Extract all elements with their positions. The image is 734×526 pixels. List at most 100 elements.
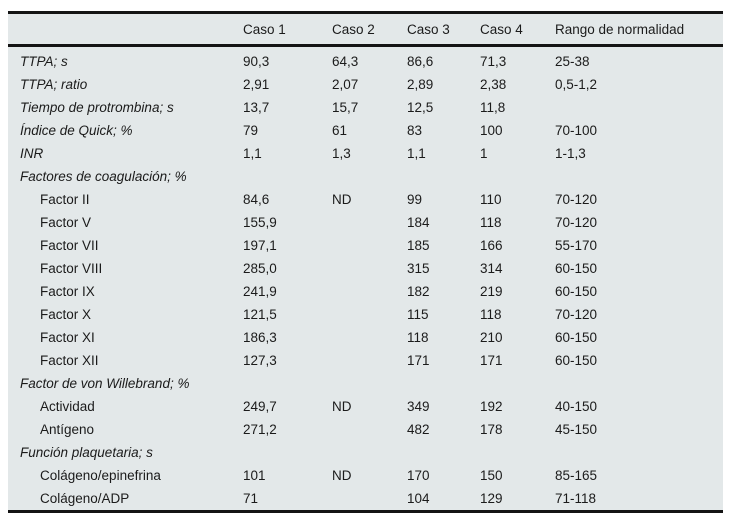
row-label: INR <box>20 146 44 161</box>
value-cell: 150 <box>480 468 503 483</box>
value-cell: 1,1 <box>407 146 426 161</box>
row-label: Factor XII <box>40 353 99 368</box>
value-cell: 13,7 <box>243 100 270 115</box>
table-row: Factor XI 186,3 118 210 60-150 <box>8 326 723 349</box>
value-cell: 60-150 <box>555 353 598 368</box>
row-label: TTPA; ratio <box>20 77 88 92</box>
value-cell: 186,3 <box>243 330 277 345</box>
value-cell <box>407 165 480 188</box>
value-cell: 55-170 <box>555 238 598 253</box>
value-cell <box>332 211 407 234</box>
section-label: Factores de coagulación; % <box>20 169 187 184</box>
value-cell: 182 <box>407 284 430 299</box>
value-cell: 15,7 <box>332 100 359 115</box>
value-cell <box>407 441 480 464</box>
table-row: Factor IX 241,9 182 219 60-150 <box>8 280 723 303</box>
table-row: Factor II 84,6 ND 99 110 70-120 <box>8 188 723 211</box>
table-row: Factor V 155,9 184 118 70-120 <box>8 211 723 234</box>
value-cell <box>480 441 555 464</box>
section-label: Función plaquetaria; s <box>20 445 153 460</box>
value-cell: 99 <box>407 192 423 207</box>
value-cell: 118 <box>407 330 429 345</box>
value-cell: 60-150 <box>555 330 598 345</box>
table-row: Actividad 249,7 ND 349 192 40-150 <box>8 395 723 418</box>
value-cell <box>332 165 407 188</box>
value-cell <box>243 372 332 395</box>
row-label: Factor II <box>40 192 90 207</box>
value-cell: 1-1,3 <box>555 146 586 161</box>
value-cell: 2,38 <box>480 77 507 92</box>
value-cell <box>332 349 407 372</box>
value-cell: ND <box>332 399 352 414</box>
value-cell: 115 <box>407 307 429 322</box>
value-cell: 86,6 <box>407 54 434 69</box>
table-header-row: Caso 1 Caso 2 Caso 3 Caso 4 Rango de normali… <box>8 12 723 47</box>
table-body: TTPA; s 90,3 64,3 86,6 71,3 25-38 TTPA; ratio 2… <box>8 46 723 512</box>
section-row: Factor de von Willebrand; % <box>8 372 723 395</box>
value-cell: 71 <box>243 491 259 506</box>
value-cell <box>332 326 407 349</box>
column-header: Caso 2 <box>332 12 407 47</box>
value-cell: 219 <box>480 284 503 299</box>
row-label: Factor IX <box>40 284 95 299</box>
value-cell: 40-150 <box>555 399 598 414</box>
value-cell: 70-120 <box>555 307 598 322</box>
value-cell: 85-165 <box>555 468 598 483</box>
value-cell: 192 <box>480 399 503 414</box>
value-cell: 104 <box>407 491 430 506</box>
table-row: Factor VIII 285,0 315 314 60-150 <box>8 257 723 280</box>
section-label: Factor de von Willebrand; % <box>20 376 190 391</box>
value-cell <box>332 418 407 441</box>
value-cell: ND <box>332 468 352 483</box>
table-header: Caso 1 Caso 2 Caso 3 Caso 4 Rango de normali… <box>8 12 723 47</box>
value-cell: 241,9 <box>243 284 277 299</box>
value-cell: 118 <box>480 307 502 322</box>
value-cell: 1,3 <box>332 146 351 161</box>
section-row: Función plaquetaria; s <box>8 441 723 464</box>
value-cell: 110 <box>480 192 502 207</box>
value-cell: 101 <box>243 468 266 483</box>
value-cell <box>332 372 407 395</box>
value-cell: 70-120 <box>555 215 598 230</box>
column-header: Caso 4 <box>480 12 555 47</box>
value-cell: 349 <box>407 399 430 414</box>
value-cell: 12,5 <box>407 100 434 115</box>
table-row: Antígeno 271,2 482 178 45-150 <box>8 418 723 441</box>
value-cell: 249,7 <box>243 399 277 414</box>
value-cell: 0,5-1,2 <box>555 77 598 92</box>
table-row: Factor VII 197,1 185 166 55-170 <box>8 234 723 257</box>
value-cell <box>407 372 480 395</box>
value-cell <box>480 165 555 188</box>
value-cell <box>332 280 407 303</box>
value-cell: 45-150 <box>555 422 598 437</box>
value-cell: 1,1 <box>243 146 262 161</box>
column-header: Rango de normalidad <box>555 12 723 47</box>
value-cell: 184 <box>407 215 430 230</box>
value-cell: 71-118 <box>555 491 597 506</box>
row-label: Antígeno <box>40 422 95 437</box>
value-cell: 118 <box>480 215 502 230</box>
value-cell <box>555 372 723 395</box>
value-cell <box>480 372 555 395</box>
value-cell <box>332 441 407 464</box>
row-label: TTPA; s <box>20 54 68 69</box>
value-cell <box>555 96 723 119</box>
row-label: Colágeno/ADP <box>40 491 130 506</box>
value-cell: 185 <box>407 238 430 253</box>
value-cell: 100 <box>480 123 503 138</box>
value-cell: 60-150 <box>555 261 598 276</box>
value-cell: 2,07 <box>332 77 359 92</box>
value-cell: 70-120 <box>555 192 598 207</box>
value-cell <box>555 165 723 188</box>
table-row: Tiempo de protrombina; s 13,7 15,7 12,5 11,8 <box>8 96 723 119</box>
value-cell: 60-150 <box>555 284 598 299</box>
value-cell: 90,3 <box>243 54 270 69</box>
column-header-empty <box>8 12 243 47</box>
row-label: Factor VII <box>40 238 99 253</box>
value-cell <box>243 165 332 188</box>
value-cell: 1 <box>480 146 488 161</box>
value-cell: 2,89 <box>407 77 434 92</box>
value-cell: ND <box>332 192 352 207</box>
value-cell: 79 <box>243 123 259 138</box>
value-cell: 155,9 <box>243 215 277 230</box>
